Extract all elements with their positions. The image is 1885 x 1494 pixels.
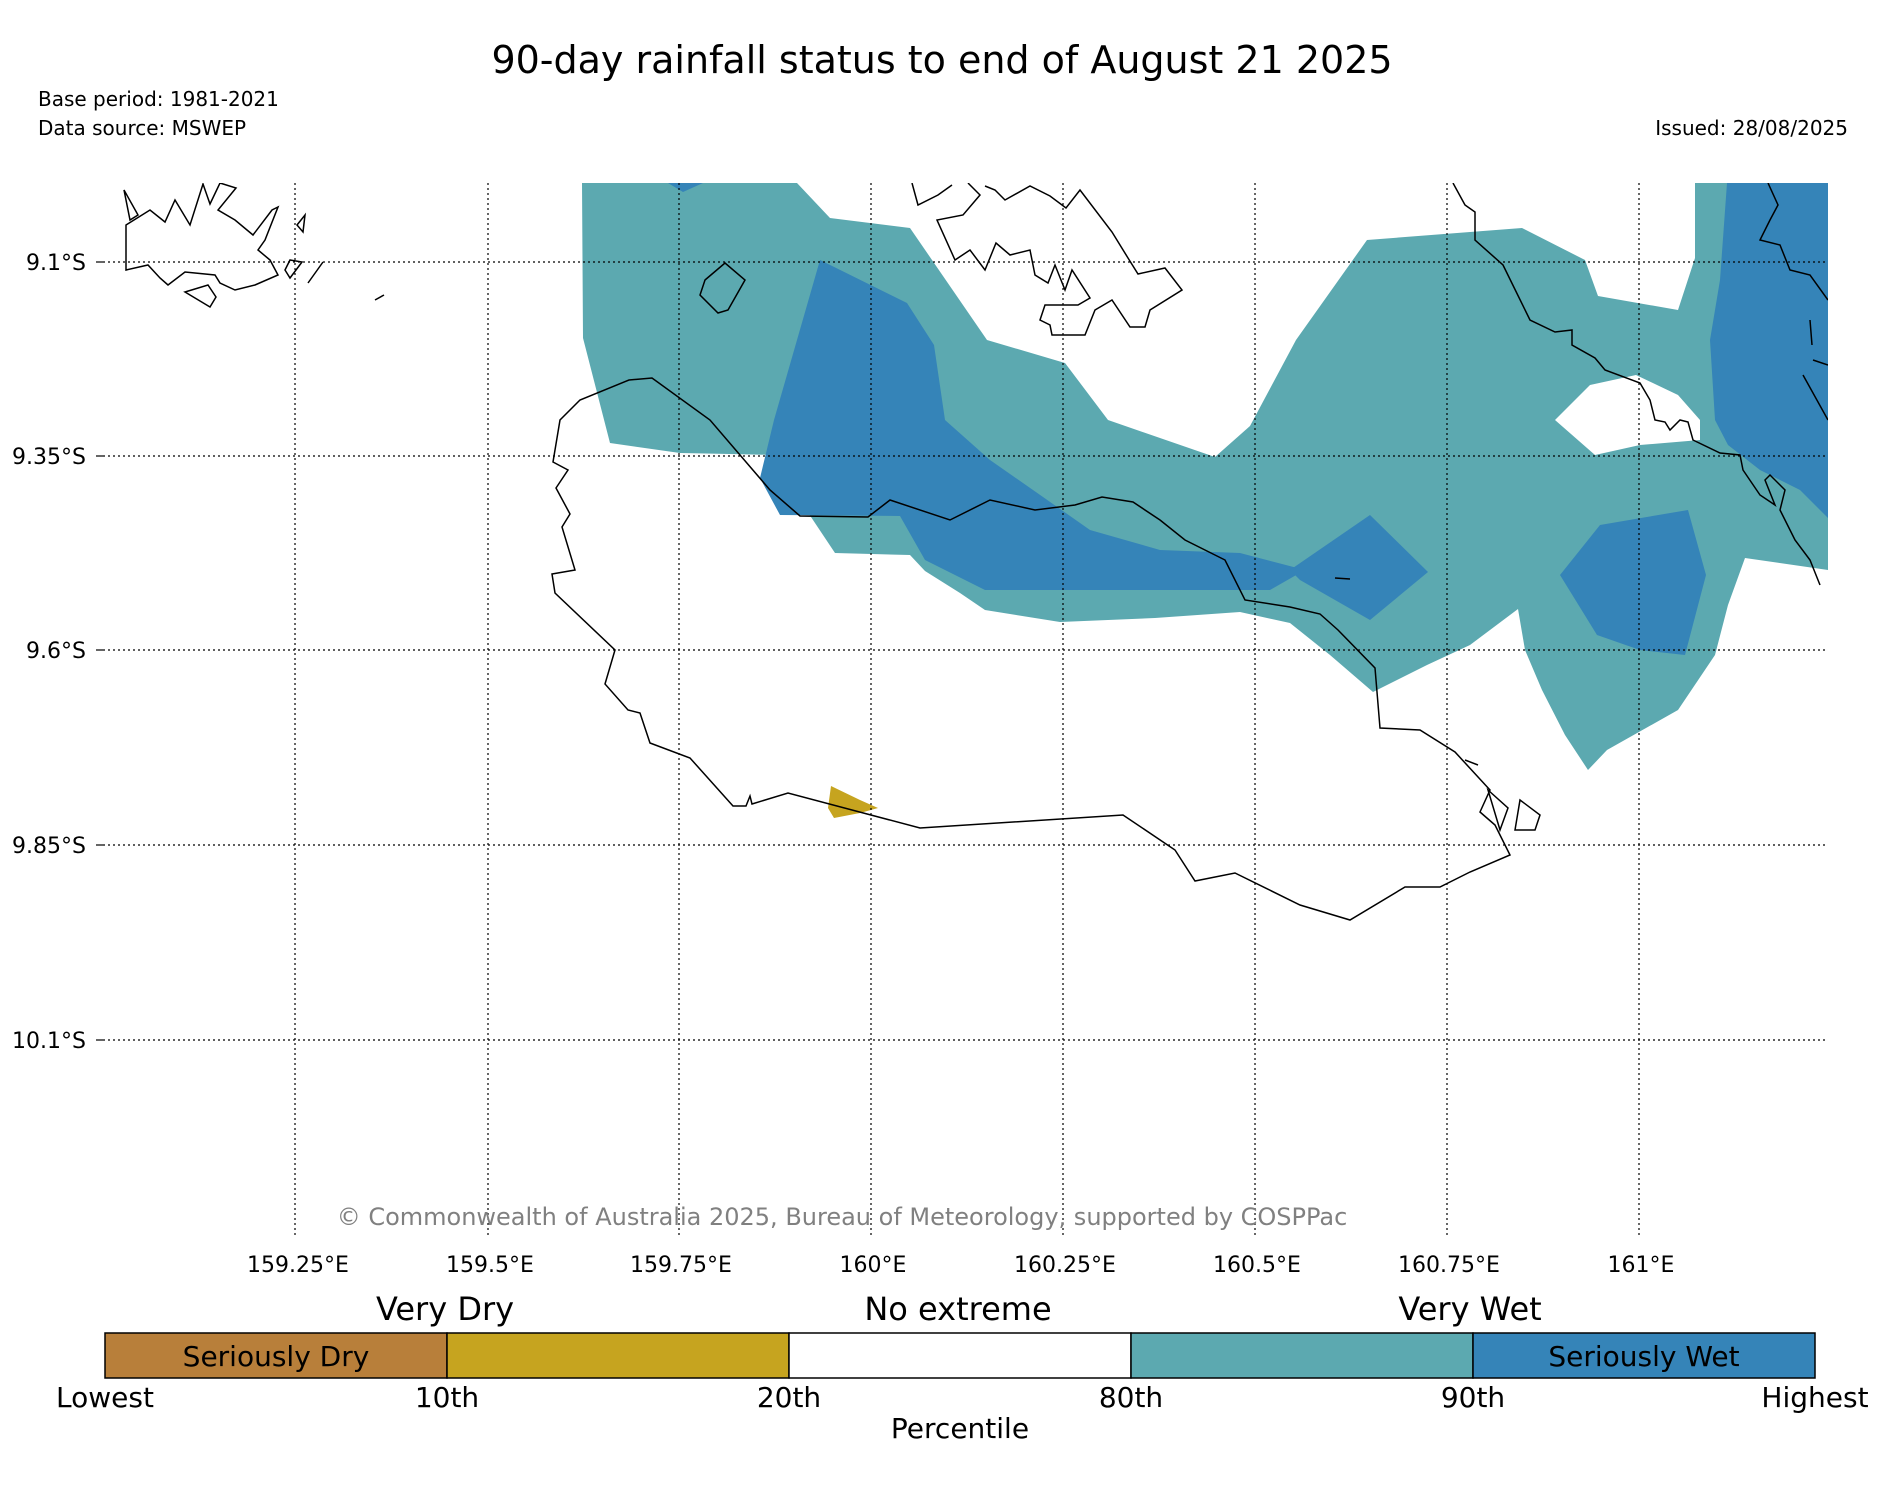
legend-tick-label: 90th [1441, 1381, 1505, 1414]
lon-label: 160°E [840, 1253, 907, 1278]
lon-label: 160.75°E [1398, 1253, 1500, 1278]
seriously-wet-region-east [1560, 510, 1706, 655]
legend: Very Dry No extreme Very Wet Seriously D… [56, 1290, 1869, 1445]
legend-colorbar [104, 1332, 1816, 1379]
legend-tick-label: 20th [757, 1381, 821, 1414]
seriously-wet-region-central [1290, 515, 1428, 620]
legend-segment-very-dry [446, 1332, 790, 1379]
very-dry-region [828, 786, 878, 818]
coastline-guadalcanal [551, 377, 1512, 921]
lat-ticks [96, 261, 103, 1041]
seriously-wet-region-north [668, 183, 703, 192]
map-area: © Commonwealth of Australia 2025, Bureau… [103, 183, 1828, 1236]
coastlines [123, 183, 1828, 921]
lat-label: 9.35°S [12, 445, 86, 470]
legend-tick-label: Highest [1761, 1381, 1868, 1414]
lat-label: 9.6°S [26, 639, 86, 664]
legend-group-label: No extreme [864, 1290, 1051, 1328]
legend-segment-very-wet [1130, 1332, 1474, 1379]
longitude-labels: 159.25°E 159.5°E 159.75°E 160°E 160.25°E… [247, 1253, 1674, 1278]
base-period: Base period: 1981-2021 [38, 87, 279, 111]
lon-label: 159.25°E [247, 1253, 349, 1278]
latitude-labels: 9.1°S 9.35°S 9.6°S 9.85°S 10.1°S [12, 251, 86, 1054]
legend-segment-label: Seriously Wet [1548, 1340, 1739, 1373]
legend-group-label: Very Wet [1398, 1290, 1541, 1328]
legend-tick-label: 80th [1099, 1381, 1163, 1414]
lon-label: 161°E [1608, 1253, 1675, 1278]
lat-label: 9.85°S [12, 834, 86, 859]
copyright-notice: © Commonwealth of Australia 2025, Bureau… [337, 1203, 1348, 1231]
data-source: Data source: MSWEP [38, 116, 246, 140]
legend-group-label: Very Dry [376, 1290, 514, 1328]
lon-label: 160.5°E [1213, 1253, 1301, 1278]
coastline-malaita [1452, 183, 1821, 586]
seriously-wet-region-northeast [1710, 183, 1828, 518]
coastline-savo-nw [123, 183, 385, 309]
lon-label: 160.25°E [1014, 1253, 1116, 1278]
coastline-west-fragments [1334, 577, 1351, 580]
seriously-wet-region-west [760, 260, 1305, 590]
graticule [103, 183, 1828, 1236]
legend-tick-label: Lowest [56, 1381, 154, 1414]
lon-label: 159.5°E [446, 1253, 534, 1278]
legend-segment-seriously-dry [104, 1332, 448, 1379]
legend-segment-no-extreme [788, 1332, 1132, 1379]
issued-date: Issued: 28/08/2025 [1655, 116, 1848, 140]
coastline-small-southeast [1464, 759, 1541, 833]
map-title: 90-day rainfall status to end of August … [491, 38, 1392, 82]
coastline-malaita-east [1758, 183, 1828, 421]
legend-axis-label: Percentile [891, 1412, 1029, 1445]
lon-label: 159.75°E [630, 1253, 732, 1278]
lat-label: 9.1°S [26, 251, 86, 276]
coastline-florida-islands-north [911, 183, 1184, 336]
lat-label: 10.1°S [12, 1029, 86, 1054]
legend-segment-label: Seriously Dry [183, 1340, 370, 1373]
coastline-island-small [699, 262, 746, 314]
legend-segment-seriously-wet [1472, 1332, 1816, 1379]
legend-tick-label: 10th [415, 1381, 479, 1414]
